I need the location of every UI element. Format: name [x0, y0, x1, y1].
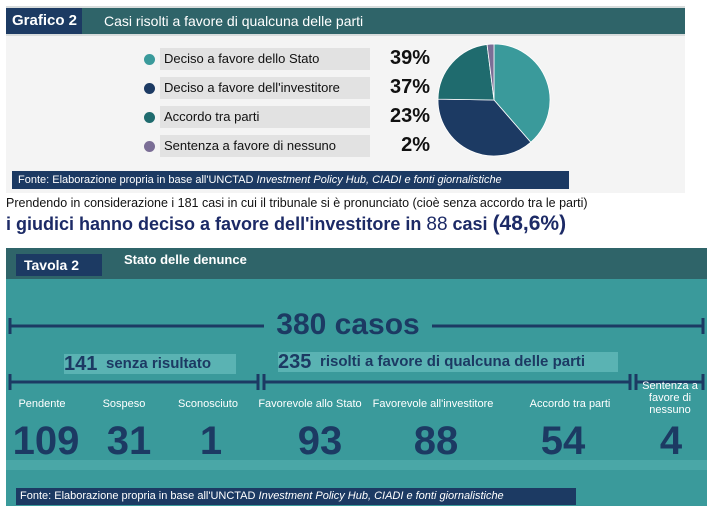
- category-value: 31: [106, 419, 152, 463]
- category-label: Favorevole all'investitore: [372, 398, 494, 410]
- legend-percent: 2%: [401, 134, 430, 156]
- tavola-source: Fonte: Elaborazione propria in base all'…: [16, 488, 576, 505]
- headline-text-a: i giudici hanno deciso a favore dell'inv…: [6, 214, 427, 234]
- category-value: 54: [540, 419, 586, 463]
- group2-total: 235: [278, 351, 312, 373]
- legend-percent: 39%: [389, 47, 430, 69]
- grafico-title: Casi risolti a favore di qualcuna delle …: [82, 8, 685, 34]
- category-label: Sentenza a favore di nessuno: [642, 380, 698, 416]
- legend-percent: 37%: [389, 76, 430, 98]
- summary-line: Prendendo in considerazione i 181 casi i…: [6, 196, 588, 210]
- group1-total: 141: [64, 353, 98, 375]
- category-value: 93: [297, 419, 343, 463]
- headline-number: 88: [426, 214, 448, 235]
- legend-dot: [144, 112, 155, 123]
- tavola-2-panel: Tavola 2 Stato delle denunce 380 casos 1…: [6, 248, 707, 506]
- source-italic: Investment Policy Hub, CIADI e fonti gio…: [256, 174, 502, 186]
- table-shade-bar: [6, 460, 707, 470]
- grafico-badge: Grafico 2: [6, 8, 82, 34]
- legend-item-stato: Deciso a favore dello Stato 39%: [144, 47, 434, 70]
- legend-dot: [144, 83, 155, 94]
- group2-label-box: [278, 352, 618, 372]
- group1-label: senza risultato: [106, 355, 212, 372]
- headline-text-b: casi: [447, 214, 493, 234]
- category-value: 1: [199, 419, 223, 463]
- category-label: Pendente: [18, 398, 66, 410]
- category-label: Accordo tra parti: [529, 398, 611, 410]
- category-label: Favorevole allo Stato: [258, 398, 362, 410]
- legend-label: Deciso a favore dell'investitore: [160, 77, 370, 99]
- legend-dot: [144, 54, 155, 65]
- legend-dot: [144, 141, 155, 152]
- source-prefix: Fonte: Elaborazione propria in base all'…: [18, 174, 257, 186]
- group2-label: risolti a favore di qualcuna delle parti: [320, 353, 586, 370]
- tavola-title: Stato delle denunce: [124, 252, 247, 267]
- pie-slice-nessuno: [486, 43, 495, 101]
- group1-label-box: [64, 354, 236, 374]
- source-italic: Investment Policy Hub, CIADI e fonti gio…: [258, 490, 504, 502]
- category-value: 88: [413, 419, 459, 463]
- category-label: Sconosciuto: [178, 398, 238, 410]
- legend-percent: 23%: [389, 105, 430, 127]
- source-prefix: Fonte: Elaborazione propria in base all'…: [20, 490, 259, 502]
- legend-item-accordo: Accordo tra parti 23%: [144, 105, 434, 128]
- headline-percent: (48,6%): [492, 212, 567, 235]
- grafico-2-panel: Grafico 2 Casi risolti a favore di qualc…: [6, 6, 685, 193]
- legend-item-nessuno: Sentenza a favore di nessuno 2%: [144, 134, 434, 157]
- summary-headline: i giudici hanno deciso a favore dell'inv…: [6, 212, 566, 236]
- legend-label: Sentenza a favore di nessuno: [160, 135, 370, 157]
- category-value: 109: [12, 419, 80, 463]
- legend-item-investitore: Deciso a favore dell'investitore 37%: [144, 76, 434, 99]
- pie-slice-stato: [493, 43, 551, 143]
- pie-slice-investitore: [437, 98, 532, 157]
- grafico-source: Fonte: Elaborazione propria in base all'…: [12, 171, 569, 189]
- category-label: Sospeso: [102, 398, 146, 410]
- total-cases: 380 casos: [268, 308, 428, 342]
- legend-label: Deciso a favore dello Stato: [160, 48, 370, 70]
- tavola-badge: Tavola 2: [16, 254, 102, 276]
- pie-slice-accordo: [437, 43, 495, 101]
- tavola-header: Tavola 2 Stato delle denunce: [6, 248, 707, 279]
- grafico-header: Grafico 2 Casi risolti a favore di qualc…: [6, 6, 685, 36]
- legend-label: Accordo tra parti: [160, 106, 370, 128]
- pie-chart: [437, 43, 551, 157]
- category-value: 4: [659, 419, 683, 463]
- bracket-lines: [6, 318, 707, 470]
